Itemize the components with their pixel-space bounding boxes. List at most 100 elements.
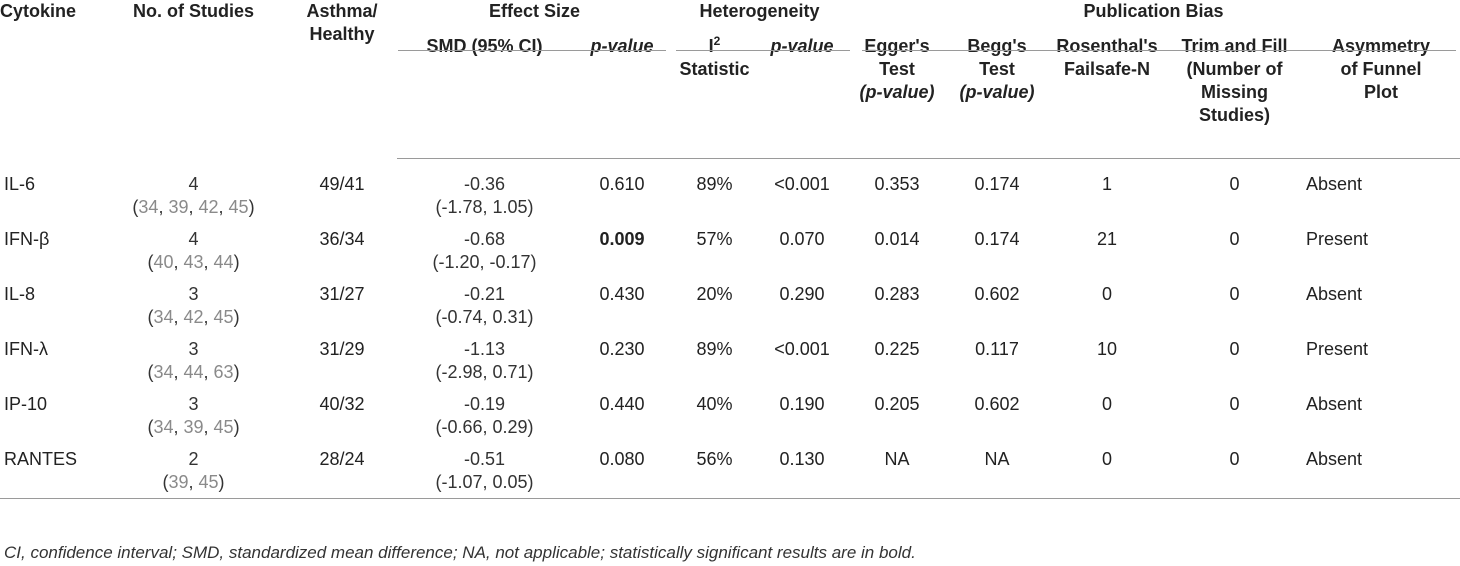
- smd-value: -0.19: [463, 394, 506, 414]
- cell-egger: NA: [847, 448, 948, 499]
- reference-link[interactable]: 44: [183, 362, 204, 382]
- reference-link[interactable]: 44: [213, 252, 234, 272]
- header-begg-1: Begg's: [967, 36, 1027, 56]
- cell-smd: -0.19 (-0.66, 0.29): [397, 393, 572, 448]
- reference-link[interactable]: 34: [153, 362, 174, 382]
- cell-smd: -0.36 (-1.78, 1.05): [397, 159, 572, 229]
- cell-rosenthal: 0: [1102, 284, 1113, 304]
- cell-trim-fill: 0: [1229, 339, 1240, 359]
- table-row: IL-6 4 (34, 39, 42, 45) 49/41 -0.36 (-1.78, 1…: [0, 159, 1460, 229]
- reference-link[interactable]: 34: [153, 417, 174, 437]
- cell-asthma-healthy: 31/27: [319, 284, 365, 304]
- reference-link[interactable]: 39: [168, 196, 189, 217]
- cell-cytokine: IL-6: [4, 173, 36, 194]
- publication-bias-underline: [862, 50, 1456, 51]
- reference-link[interactable]: 45: [228, 196, 249, 217]
- cell-cytokine: IP-10: [4, 394, 48, 414]
- cell-begg: 0.602: [974, 394, 1020, 414]
- study-count: 4: [188, 229, 199, 249]
- reference-link[interactable]: 45: [198, 472, 219, 492]
- reference-link[interactable]: 39: [183, 417, 204, 437]
- reference-link[interactable]: 43: [183, 252, 204, 272]
- header-smd: SMD (95% CI): [397, 35, 572, 159]
- ci-value: (-1.20, -0.17): [432, 252, 537, 272]
- cell-asthma-healthy: 31/29: [319, 339, 365, 359]
- reference-list: (39, 45): [162, 472, 225, 492]
- cell-het-p-value: 0.290: [779, 284, 825, 304]
- cell-egger: 0.205: [874, 394, 920, 414]
- reference-list: (40, 43, 44): [147, 252, 240, 272]
- cell-trim-fill: 0: [1167, 448, 1303, 499]
- smd-value: -1.13: [463, 339, 506, 359]
- cell-rosenthal: 10: [1097, 339, 1118, 359]
- cell-i2: 40%: [696, 394, 733, 414]
- header-trim-1: Trim and Fill: [1181, 36, 1288, 56]
- cell-p-value: 0.610: [599, 174, 645, 194]
- reference-list: (34, 39, 42, 45): [132, 196, 255, 217]
- reference-link[interactable]: 42: [183, 307, 204, 327]
- header-effect-size: Effect Size: [488, 1, 581, 21]
- cell-trim-fill: 0: [1229, 284, 1240, 304]
- cell-smd: -0.51 (-1.07, 0.05): [397, 448, 572, 499]
- reference-link[interactable]: 63: [213, 362, 234, 382]
- reference-link[interactable]: 45: [213, 417, 234, 437]
- cell-cytokine: IL-8: [4, 284, 36, 304]
- reference-list: (34, 44, 63): [147, 362, 240, 382]
- cell-het-p-value: 0.130: [757, 448, 848, 499]
- cell-no-studies: 3 (34, 44, 63): [100, 338, 287, 393]
- header-p-value: p-value: [572, 35, 672, 159]
- header-rosenthal-1: Rosenthal's: [1056, 36, 1158, 56]
- smd-value: -0.68: [463, 229, 506, 249]
- reference-link[interactable]: 40: [153, 252, 174, 272]
- cell-no-studies: 3 (34, 42, 45): [100, 283, 287, 338]
- cell-rosenthal: 21: [1097, 229, 1118, 249]
- reference-link[interactable]: 45: [213, 307, 234, 327]
- cell-cytokine: RANTES: [0, 448, 100, 499]
- cell-begg: 0.602: [974, 284, 1020, 304]
- cell-p-value: 0.230: [599, 339, 645, 359]
- table-footnote: CI, confidence interval; SMD, standardiz…: [4, 543, 916, 562]
- header-het-p-value: p-value: [757, 35, 848, 159]
- header-egger-2: Test: [879, 59, 915, 79]
- table-row: IP-10 3 (34, 39, 45) 40/32 -0.19 (-0.66, 0.29…: [0, 393, 1460, 448]
- table-row: IL-8 3 (34, 42, 45) 31/27 -0.21 (-0.74, 0.31)…: [0, 283, 1460, 338]
- cell-asthma-healthy: 40/32: [319, 394, 365, 414]
- header-heterogeneity: Heterogeneity: [699, 1, 820, 21]
- cell-rosenthal: 1: [1102, 174, 1113, 194]
- header-trim-2: (Number of: [1186, 59, 1283, 79]
- header-cytokine: Cytokine: [0, 1, 77, 21]
- cell-asymmetry: Present: [1306, 339, 1369, 359]
- cell-egger: 0.014: [874, 229, 920, 249]
- cell-trim-fill: 0: [1229, 394, 1240, 414]
- cell-cytokine: IFN-λ: [4, 339, 48, 359]
- table-row: IFN-β 4 (40, 43, 44) 36/34 -0.68 (-1.20, -0.1…: [0, 228, 1460, 283]
- reference-link[interactable]: 42: [198, 196, 219, 217]
- smd-value: -0.51: [463, 449, 506, 469]
- cell-trim-fill: 0: [1229, 229, 1240, 249]
- cell-i2: 57%: [696, 229, 733, 249]
- cell-het-p-value: <0.001: [774, 174, 830, 194]
- header-begg-3: (p-value): [959, 82, 1035, 102]
- cell-egger: 0.353: [874, 174, 920, 194]
- cell-smd: -0.21 (-0.74, 0.31): [397, 283, 572, 338]
- cell-asthma-healthy: 36/34: [319, 229, 365, 249]
- cell-no-studies: 4 (40, 43, 44): [100, 228, 287, 283]
- header-i2-sup: 2: [713, 34, 721, 48]
- ci-value: (-0.66, 0.29): [435, 417, 534, 437]
- header-trim-fill: Trim and Fill (Number of Missing Studies…: [1167, 35, 1303, 159]
- header-i2: I2 Statistic: [672, 35, 757, 159]
- ci-value: (-2.98, 0.71): [435, 362, 534, 382]
- study-count: 3: [188, 284, 199, 304]
- study-count: 3: [188, 339, 199, 359]
- header-asym-1: Asymmetry: [1332, 36, 1431, 56]
- cell-het-p-value: 0.190: [779, 394, 825, 414]
- reference-link[interactable]: 39: [168, 472, 189, 492]
- reference-link[interactable]: 34: [138, 196, 159, 217]
- cell-no-studies: 3 (34, 39, 45): [100, 393, 287, 448]
- cell-i2: 56%: [672, 448, 757, 499]
- reference-link[interactable]: 34: [153, 307, 174, 327]
- ci-value: (-0.74, 0.31): [435, 307, 534, 327]
- reference-list: (34, 42, 45): [147, 307, 240, 327]
- header-asthma-label: Asthma/: [306, 1, 378, 21]
- cell-begg: 0.117: [975, 339, 1019, 359]
